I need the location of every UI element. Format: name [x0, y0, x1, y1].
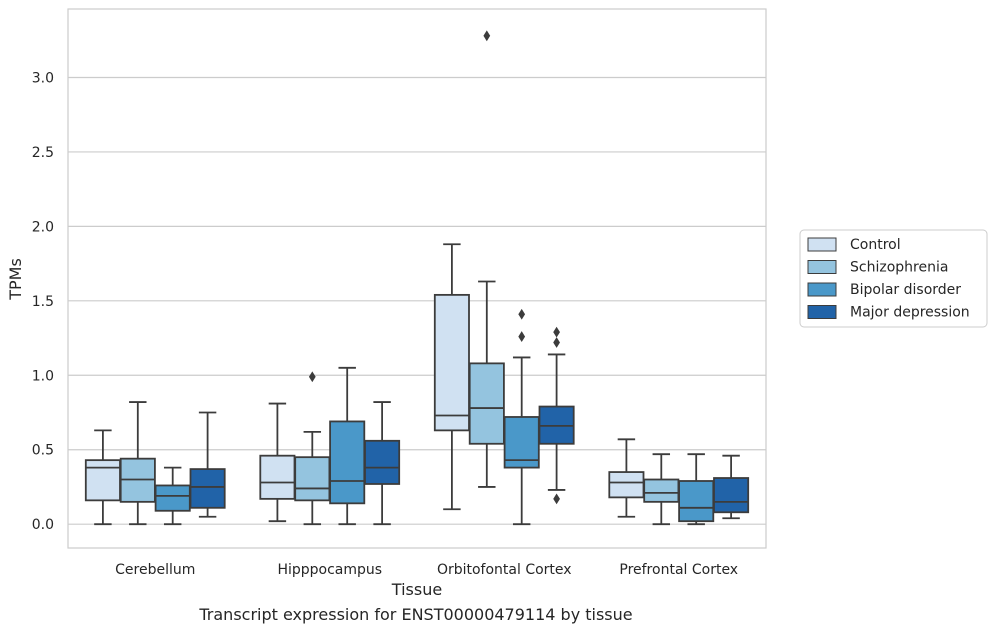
y-tick-label: 1.5	[32, 294, 54, 310]
box-iqr	[678, 480, 715, 523]
outlier-point	[308, 371, 316, 383]
x-tick-label: Cerebellum	[115, 562, 195, 578]
y-axis-label: TPMs	[6, 258, 25, 301]
y-tick-label: 0.5	[32, 443, 54, 459]
plot-area-frame	[67, 8, 767, 549]
figure-caption: Transcript expression for ENST0000047911…	[199, 605, 633, 624]
outlier-point	[518, 308, 526, 320]
y-tick-label: 1.0	[32, 368, 54, 384]
box-iqr	[608, 471, 645, 499]
y-tick-label: 2.0	[32, 219, 54, 235]
legend-swatch	[807, 237, 837, 252]
legend-label: Bipolar disorder	[850, 282, 961, 298]
box-schizophrenia	[119, 401, 156, 526]
box-major-depression	[189, 411, 226, 518]
box-iqr	[259, 454, 296, 500]
box-control	[84, 429, 121, 526]
y-axis-ticks: 0.0 0.5 1.0 1.5 2.0 2.5 3.0	[32, 70, 54, 533]
box-control	[259, 402, 296, 523]
gridlines	[68, 76, 766, 525]
x-tick-label: Orbitofontal Cortex	[437, 562, 572, 578]
box-major-depression	[538, 326, 575, 505]
box-iqr	[189, 468, 226, 509]
box-major-depression	[713, 454, 750, 520]
legend-label: Control	[850, 237, 901, 253]
box-schizophrenia	[468, 30, 505, 488]
legend-swatch	[807, 305, 837, 319]
box-control	[433, 243, 470, 511]
box-iqr	[433, 293, 470, 432]
box-iqr	[84, 459, 121, 502]
legend-label: Major depression	[850, 305, 970, 321]
outlier-point	[483, 30, 491, 42]
outlier-point	[518, 331, 526, 342]
box-bipolar-disorder	[154, 466, 191, 526]
legend-swatch	[807, 282, 837, 297]
x-axis-label: Tissue	[391, 580, 442, 599]
box-iqr	[713, 477, 750, 514]
box-schizophrenia	[294, 371, 331, 526]
outlier-point	[553, 337, 560, 348]
legend-label: Schizophrenia	[850, 260, 948, 276]
legend-swatch	[807, 260, 837, 274]
y-tick-label: 3.0	[32, 70, 54, 86]
box-control	[608, 438, 645, 518]
box-iqr	[154, 484, 191, 512]
box-bipolar-disorder	[678, 453, 715, 526]
legend: Control Schizophrenia Bipolar disorder Majo…	[799, 229, 988, 328]
box-iqr	[364, 439, 401, 485]
x-tick-label: Prefrontal Cortex	[619, 562, 738, 578]
outlier-point	[553, 326, 560, 338]
box-iqr	[329, 420, 366, 505]
x-tick-label: Hipppocampus	[277, 562, 382, 578]
x-axis-ticks: Cerebellum Hipppocampus Orbitofontal Corte…	[115, 562, 738, 578]
box-schizophrenia	[643, 453, 680, 526]
box-bipolar-disorder	[329, 366, 366, 526]
outlier-point	[553, 493, 560, 505]
boxes	[84, 30, 750, 526]
box-iqr	[294, 456, 331, 502]
box-bipolar-disorder	[503, 308, 540, 526]
box-iqr	[468, 362, 505, 445]
y-tick-label: 0.0	[32, 517, 54, 533]
box-iqr	[643, 478, 680, 503]
y-tick-label: 2.5	[32, 145, 54, 161]
box-major-depression	[364, 401, 401, 526]
legend-frame	[799, 229, 988, 328]
